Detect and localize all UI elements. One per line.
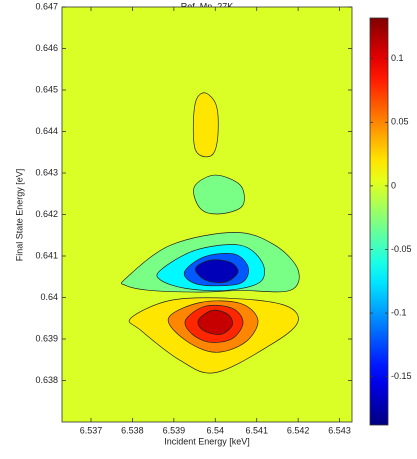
x-tick-label: 6.538 [121, 425, 144, 435]
y-tick-label: 0.643 [35, 167, 58, 177]
colorbar [369, 17, 389, 426]
x-tick-label: 6.54 [207, 425, 225, 435]
y-tick-label: 0.646 [35, 43, 58, 53]
contour-region [192, 92, 219, 158]
y-axis-label: Final State Energy [eV] [14, 169, 24, 262]
contour-region [193, 174, 245, 215]
y-tick-label: 0.64 [40, 292, 58, 302]
y-tick-label: 0.642 [35, 209, 58, 219]
x-tick-label: 6.541 [245, 425, 268, 435]
y-tick-label: 0.639 [35, 333, 58, 343]
x-tick-label: 6.537 [80, 425, 103, 435]
x-tick-label: 6.543 [328, 425, 351, 435]
y-tick-label: 0.638 [35, 375, 58, 385]
contour-region [197, 309, 233, 335]
colorbar-tick-label: -0.05 [391, 244, 412, 254]
x-tick-label: 6.542 [287, 425, 310, 435]
y-tick-label: 0.645 [35, 84, 58, 94]
colorbar-tick-label: 0.1 [391, 53, 404, 63]
y-tick-label: 0.647 [35, 1, 58, 11]
chart-title: Ref_Mn_27K [181, 1, 234, 11]
colorbar-tick-label: 0.05 [391, 117, 409, 127]
x-axis-label: Incident Energy [keV] [164, 436, 250, 446]
y-tick-label: 0.644 [35, 126, 58, 136]
colorbar-tick-label: 0 [391, 180, 396, 190]
contour-region [195, 259, 239, 284]
x-tick-label: 6.539 [163, 425, 186, 435]
colorbar-tick-label: -0.1 [391, 307, 407, 317]
colorbar-tick-label: -0.15 [391, 371, 412, 381]
y-tick-label: 0.641 [35, 250, 58, 260]
